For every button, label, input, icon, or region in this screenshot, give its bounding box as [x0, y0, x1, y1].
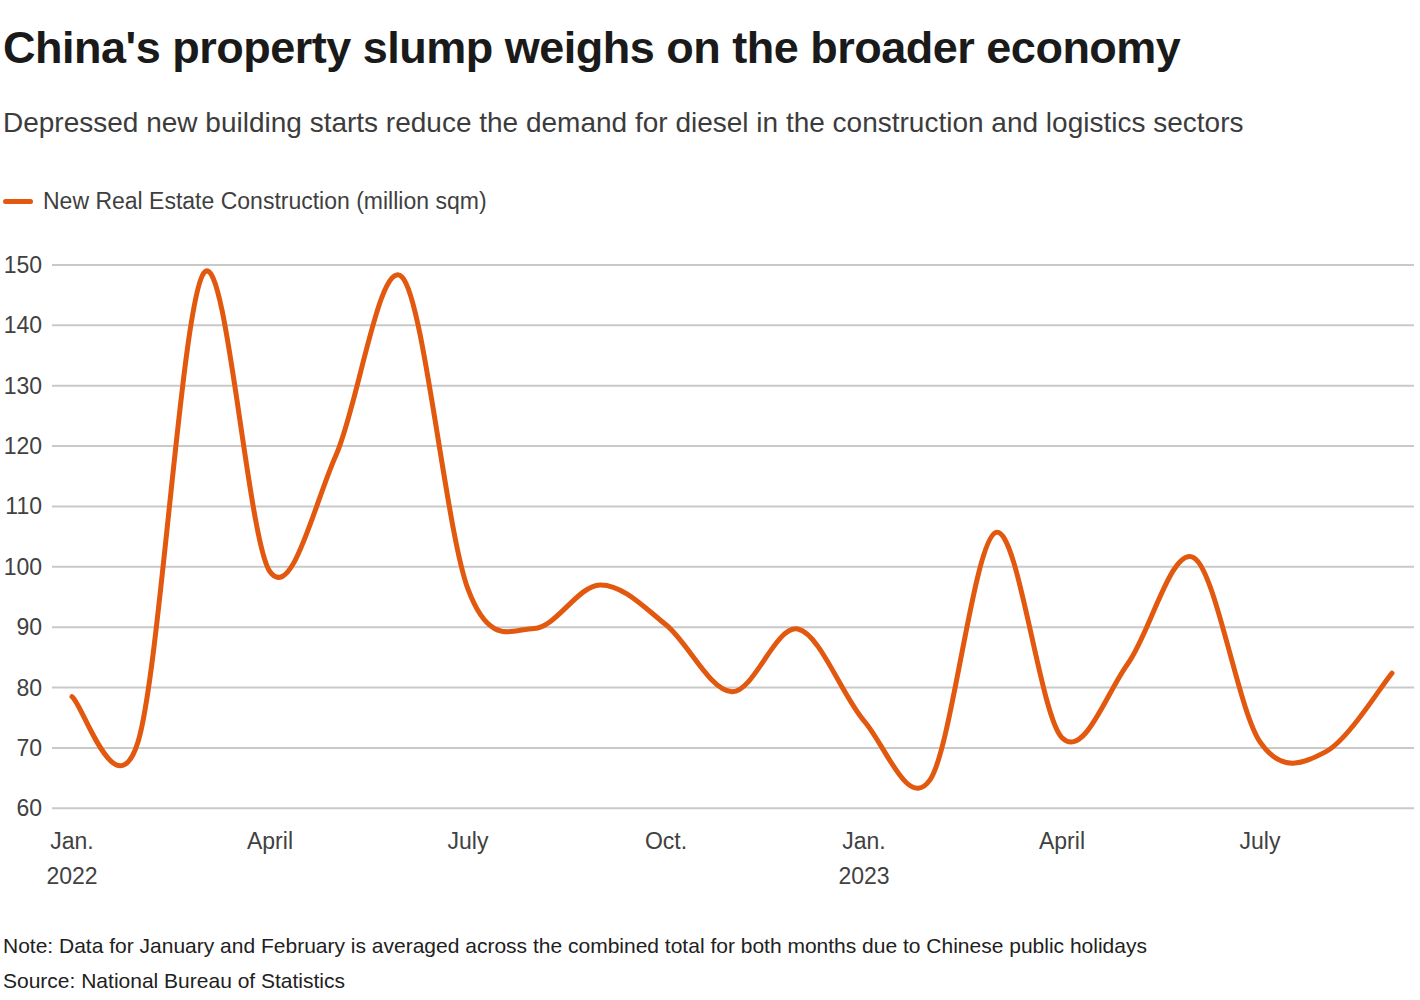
data-series-line — [72, 271, 1392, 788]
y-tick-label: 110 — [5, 493, 42, 519]
x-tick-label: Jan. — [50, 828, 93, 854]
x-tick-year-label: 2022 — [46, 863, 97, 889]
chart-canvas: China's property slump weighs on the bro… — [0, 0, 1420, 1000]
y-tick-label: 140 — [4, 312, 42, 338]
x-tick-label: July — [448, 828, 489, 854]
legend: New Real Estate Construction (million sq… — [3, 188, 487, 214]
x-tick-label: April — [1039, 828, 1085, 854]
y-tick-label: 120 — [4, 433, 42, 459]
chart-subtitle: Depressed new building starts reduce the… — [3, 106, 1243, 140]
footnote: Note: Data for January and February is a… — [3, 934, 1147, 958]
y-tick-label: 70 — [16, 735, 42, 761]
x-tick-label: April — [247, 828, 293, 854]
y-tick-label: 80 — [16, 675, 42, 701]
y-tick-label: 130 — [4, 373, 42, 399]
legend-label: New Real Estate Construction (million sq… — [43, 188, 487, 215]
y-tick-label: 150 — [4, 252, 42, 278]
x-tick-label: Oct. — [645, 828, 687, 854]
legend-line-swatch-icon — [3, 199, 33, 204]
source-line: Source: National Bureau of Statistics — [3, 969, 345, 993]
page-title: China's property slump weighs on the bro… — [3, 24, 1180, 71]
x-tick-year-label: 2023 — [838, 863, 889, 889]
line-chart: 60 70 80 90 100 110 120 130 140 150 Jan. 2022 April J… — [0, 240, 1420, 900]
x-tick-label: Jan. — [842, 828, 885, 854]
y-tick-label: 100 — [4, 554, 42, 580]
y-tick-label: 90 — [16, 614, 42, 640]
x-tick-label: July — [1240, 828, 1281, 854]
y-tick-label: 60 — [16, 795, 42, 821]
